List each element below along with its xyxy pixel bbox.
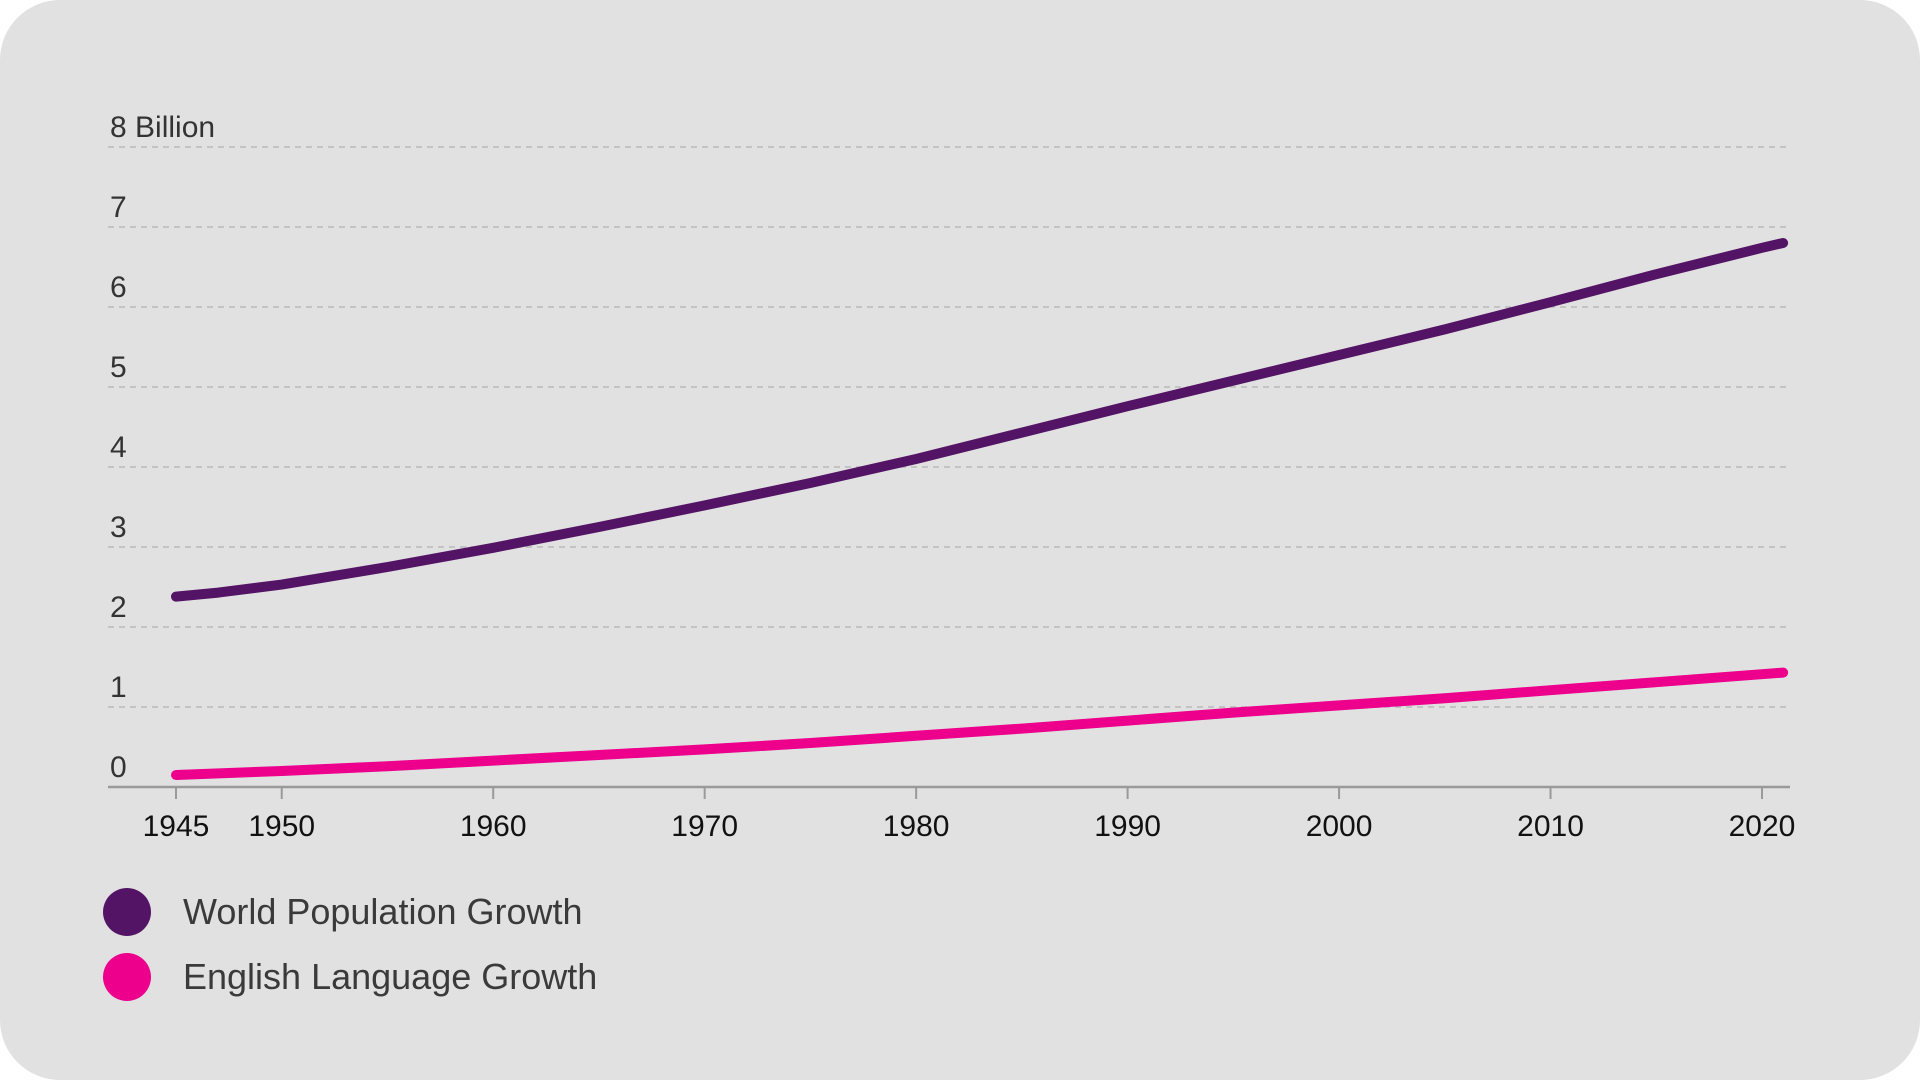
x-tick-label: 1980 xyxy=(883,810,950,843)
legend-label-english-language: English Language Growth xyxy=(183,956,598,997)
y-tick-label: 5 xyxy=(110,351,127,384)
series-lines xyxy=(171,238,1789,780)
y-tick-label: 7 xyxy=(110,191,127,224)
y-tick-label: 6 xyxy=(110,271,127,304)
x-axis-tick-labels: 1945 1950 1960 1970 1980 1990 2000 2010 2020 xyxy=(143,810,1796,843)
y-tick-label: 8 Billion xyxy=(110,111,215,144)
x-tick-label: 1990 xyxy=(1094,810,1161,843)
legend-swatch-english-language xyxy=(103,953,151,1001)
legend-label-world-population: World Population Growth xyxy=(183,891,583,932)
x-tick-label: 1945 xyxy=(143,810,210,843)
legend-swatch-world-population xyxy=(103,888,151,936)
x-tick-label: 2010 xyxy=(1517,810,1584,843)
legend: World Population Growth English Language… xyxy=(103,888,597,1018)
x-tick-label: 2000 xyxy=(1306,810,1373,843)
y-axis-tick-labels: 0 1 2 3 4 5 6 7 8 Billion xyxy=(110,111,215,784)
y-tick-label: 1 xyxy=(110,671,127,704)
y-tick-label: 2 xyxy=(110,591,127,624)
x-tick-label: 1960 xyxy=(460,810,527,843)
x-axis xyxy=(108,785,1790,799)
x-tick-label: 1970 xyxy=(671,810,738,843)
y-tick-label: 4 xyxy=(110,431,127,464)
legend-item-english-language: English Language Growth xyxy=(103,953,597,1001)
grid-lines xyxy=(108,146,1790,708)
x-tick-label: 2020 xyxy=(1729,810,1796,843)
y-tick-label: 3 xyxy=(110,511,127,544)
series-line-english-language xyxy=(171,667,1789,780)
series-line-world-population xyxy=(171,238,1789,602)
y-tick-label: 0 xyxy=(110,751,127,784)
legend-item-world-population: World Population Growth xyxy=(103,888,597,936)
x-tick-label: 1950 xyxy=(248,810,315,843)
